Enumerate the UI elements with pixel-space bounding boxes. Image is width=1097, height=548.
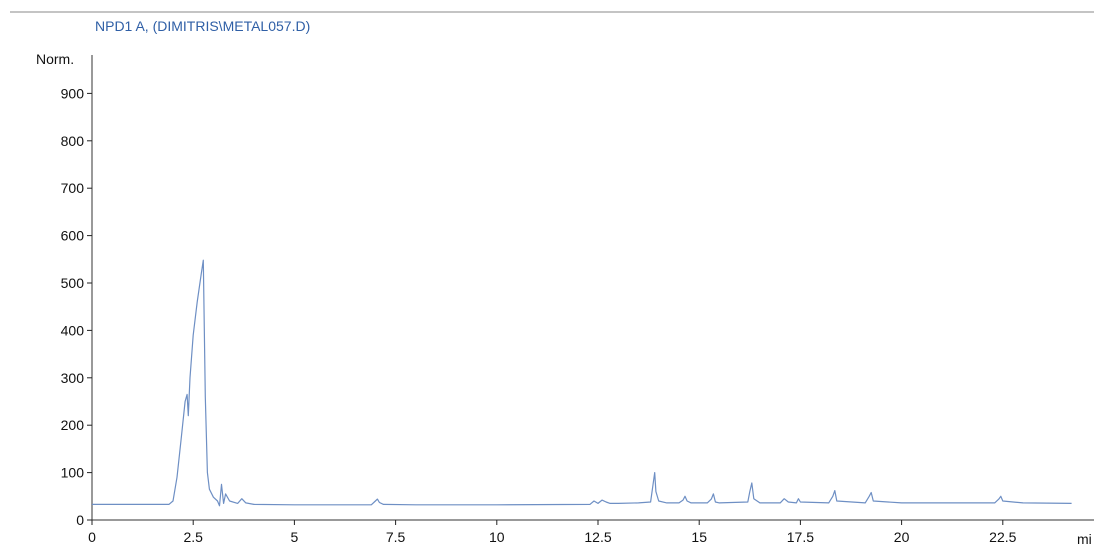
y-tick-group: 0 100 200 300 400 500 600 700 800 900 — [61, 85, 92, 528]
x-tick-label: 5 — [291, 529, 299, 545]
chart-title: NPD1 A, (DIMITRIS\METAL057.D) — [95, 18, 310, 34]
y-tick-label: 100 — [61, 465, 85, 481]
y-tick-label: 0 — [76, 512, 84, 528]
y-tick-label: 700 — [61, 180, 85, 196]
x-tick-label: 20 — [894, 529, 910, 545]
y-tick-label: 800 — [61, 133, 85, 149]
y-tick-label: 300 — [61, 370, 85, 386]
x-tick-label: 2.5 — [183, 529, 203, 545]
y-tick-label: 500 — [61, 275, 85, 291]
x-tick-label: 22.5 — [989, 529, 1016, 545]
x-tick-label: 10 — [489, 529, 505, 545]
x-tick-group: 0 2.5 5 7.5 10 12.5 15 17.5 20 22.5 — [88, 520, 1017, 545]
y-tick-label: 900 — [61, 85, 85, 101]
x-tick-label: 0 — [88, 529, 96, 545]
x-tick-label: 12.5 — [584, 529, 611, 545]
y-tick-label: 200 — [61, 417, 85, 433]
y-tick-label: 600 — [61, 228, 85, 244]
y-tick-label: 400 — [61, 322, 85, 338]
y-axis-label: Norm. — [36, 51, 74, 67]
x-tick-label: 7.5 — [386, 529, 406, 545]
chromatogram-trace — [92, 259, 1072, 507]
x-axis-unit-label: mi — [1077, 531, 1092, 547]
x-tick-label: 15 — [691, 529, 707, 545]
x-tick-label: 17.5 — [787, 529, 814, 545]
